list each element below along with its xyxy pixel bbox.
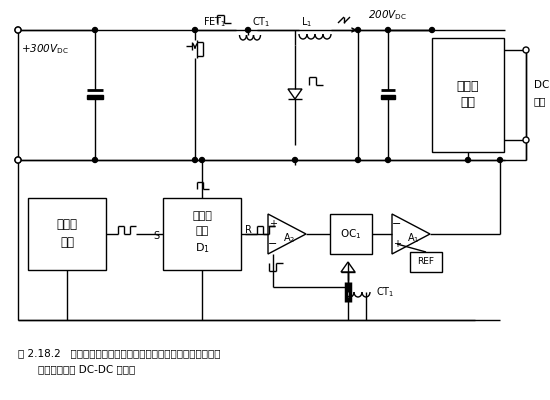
Circle shape	[293, 158, 298, 162]
Circle shape	[523, 137, 529, 143]
Text: +: +	[393, 239, 401, 249]
Circle shape	[430, 28, 434, 32]
Circle shape	[386, 28, 390, 32]
Text: 输出: 输出	[534, 96, 547, 106]
Bar	[410, 252, 442, 272]
Text: FET$_1$: FET$_1$	[203, 15, 227, 29]
Text: DC: DC	[534, 80, 549, 90]
Text: 变换器: 变换器	[456, 80, 479, 94]
Circle shape	[355, 28, 360, 32]
Text: 部分: 部分	[460, 96, 476, 110]
Text: OC$_1$: OC$_1$	[340, 227, 362, 241]
Text: R: R	[245, 225, 252, 235]
Bar	[163, 198, 241, 270]
Circle shape	[192, 158, 197, 162]
Circle shape	[15, 157, 21, 163]
Text: A$_1$: A$_1$	[407, 231, 419, 245]
Bar	[87, 95, 103, 99]
Circle shape	[386, 158, 390, 162]
Text: CT$_1$: CT$_1$	[252, 15, 271, 29]
Circle shape	[92, 158, 97, 162]
Text: A$_2$: A$_2$	[283, 231, 295, 245]
Circle shape	[200, 158, 205, 162]
Circle shape	[498, 158, 503, 162]
Circle shape	[92, 28, 97, 32]
Text: 200$V_{\rm DC}$: 200$V_{\rm DC}$	[368, 8, 407, 22]
Bar	[381, 95, 395, 99]
Circle shape	[15, 27, 21, 33]
Text: D$_1$: D$_1$	[195, 241, 210, 255]
Circle shape	[465, 158, 470, 162]
Text: 触发: 触发	[195, 226, 208, 236]
Bar	[432, 38, 504, 152]
Text: 部分: 部分	[60, 236, 74, 248]
Text: −: −	[392, 219, 402, 229]
Circle shape	[523, 47, 529, 53]
Text: −: −	[268, 239, 278, 249]
Text: S: S	[153, 231, 159, 241]
Text: 双稳态: 双稳态	[192, 211, 212, 221]
Text: 环的电压调节 DC-DC 变压器: 环的电压调节 DC-DC 变压器	[38, 364, 135, 374]
Text: +300$V_{\rm DC}$: +300$V_{\rm DC}$	[21, 42, 69, 56]
Circle shape	[192, 28, 197, 32]
Bar	[330, 214, 372, 254]
Circle shape	[245, 28, 250, 32]
Text: REF: REF	[417, 258, 434, 266]
Text: 振荡器: 振荡器	[57, 218, 78, 230]
Text: CT$_1$: CT$_1$	[376, 285, 394, 299]
Circle shape	[355, 158, 360, 162]
Circle shape	[15, 158, 20, 162]
Circle shape	[15, 27, 21, 33]
Circle shape	[15, 157, 21, 163]
Text: L$_1$: L$_1$	[301, 15, 312, 29]
Bar	[28, 198, 106, 270]
Text: +: +	[269, 219, 277, 229]
Text: 图 2.18.2   使用电流型控制的降压变换器，具有对副边形成控制闭: 图 2.18.2 使用电流型控制的降压变换器，具有对副边形成控制闭	[18, 348, 221, 358]
